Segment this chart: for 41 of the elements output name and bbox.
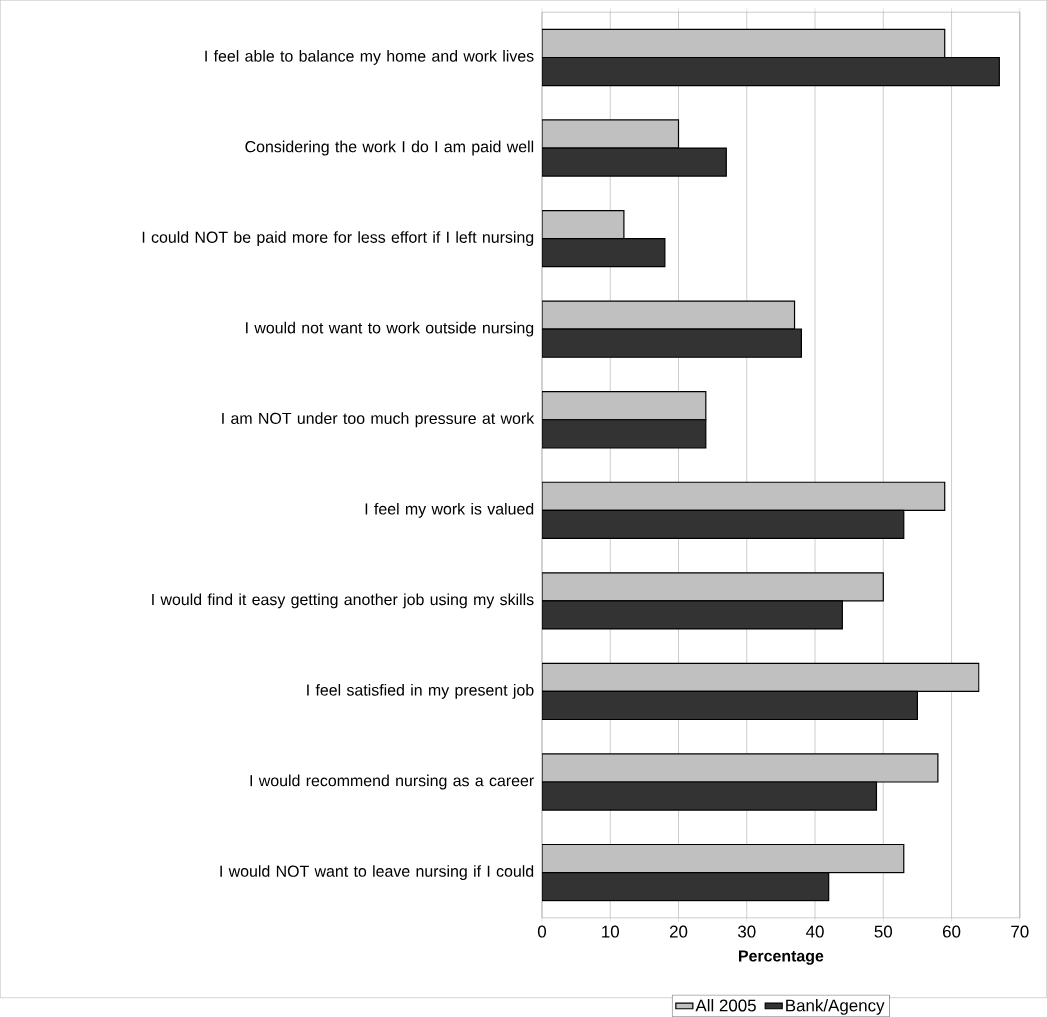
bar [541, 147, 727, 177]
x-tick-label: 10 [602, 925, 620, 938]
bar [541, 600, 843, 630]
x-tick-label: 20 [669, 925, 688, 938]
y-tick-label: I could NOT be paid more for less effort if I left nursing [142, 231, 534, 247]
bar [541, 119, 680, 149]
bar [541, 843, 905, 874]
x-tick-label: 40 [806, 925, 824, 938]
x-tick-label: 60 [942, 925, 961, 938]
bar [541, 419, 707, 449]
x-axis-title: Percentage [739, 950, 824, 965]
bar [541, 871, 830, 902]
y-tick-label: I would recommend nursing as a career [250, 774, 534, 790]
x-tick-label: 0 [537, 925, 547, 938]
bar [541, 328, 802, 358]
y-tick-label: Considering the work I do I am paid well [245, 140, 534, 156]
bar [541, 238, 666, 268]
bar [541, 572, 884, 602]
bar [541, 28, 946, 59]
x-tick-label: 30 [737, 925, 756, 938]
bar [541, 209, 625, 240]
legend-label: Bank/Agency [786, 999, 885, 1015]
y-tick-label: I would not want to work outside nursing [246, 321, 534, 337]
bar [541, 481, 946, 511]
x-tick-label: 70 [1011, 925, 1029, 938]
bar [541, 509, 905, 539]
y-tick-label: I feel able to balance my home and work lives [205, 50, 534, 65]
y-tick-label: I feel satisfied in my present job [307, 684, 534, 699]
bar [541, 753, 939, 783]
y-tick-label: I would NOT want to leave nursing if I could [220, 865, 534, 881]
legend-label: All 2005 [695, 999, 756, 1012]
bar [541, 781, 878, 811]
x-tick-label: 50 [874, 925, 893, 938]
bar [541, 300, 796, 330]
bar [541, 391, 707, 421]
bar [541, 56, 1000, 87]
y-tick-label: I feel my work is valued [365, 502, 534, 518]
bar [541, 690, 919, 721]
y-tick-label: I would find it easy getting another job using my skills [152, 593, 534, 609]
bar [541, 662, 980, 693]
y-tick-label: I am NOT under too much pressure at work [222, 412, 535, 428]
